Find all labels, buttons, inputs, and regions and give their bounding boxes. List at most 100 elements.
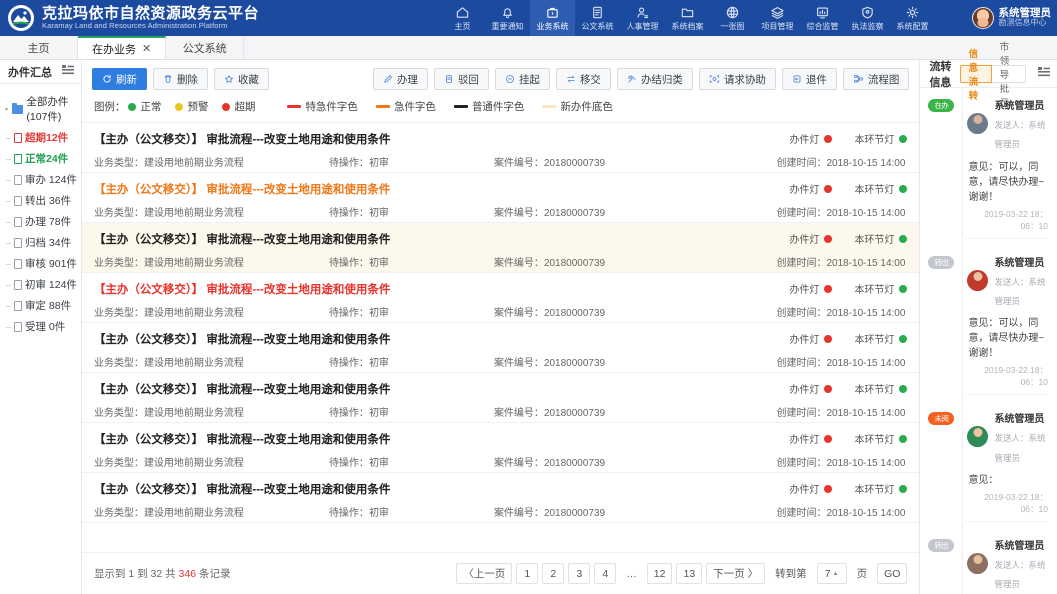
nav-item-9[interactable]: 执法监察: [845, 0, 890, 36]
list-menu-icon[interactable]: [1038, 65, 1050, 83]
sidebar-item-3[interactable]: 转出 36件: [0, 190, 81, 211]
sidebar-item-label: 转出 36件: [25, 195, 72, 207]
spinner-up-icon[interactable]: ▲: [832, 570, 839, 577]
sender-name: 系统管理员: [994, 540, 1045, 552]
nav-item-6[interactable]: 一张图: [710, 0, 755, 36]
nav-item-10[interactable]: 系统配置: [890, 0, 935, 36]
table-row[interactable]: 【主办（公文移交）】 审批流程---改变土地用途和使用条件 办件灯 本环节灯 业…: [81, 323, 920, 373]
caret-down-icon[interactable]: ▾: [5, 106, 9, 113]
toolbar-edit-button[interactable]: 办理: [372, 68, 428, 90]
tab-1[interactable]: 在办业务 ✕: [78, 36, 167, 59]
toolbar-flowchart-button[interactable]: 流程图: [842, 68, 910, 90]
row-title: 审批流程---改变土地用途和使用条件: [206, 384, 391, 396]
opinion-value: 可以，同意，请尽快办理~谢谢！: [968, 161, 1045, 203]
row-title: 审批流程---改变土地用途和使用条件: [206, 484, 391, 496]
nav-item-7[interactable]: 项目管理: [755, 0, 800, 36]
page-button-2[interactable]: 2: [542, 563, 565, 584]
flow-info-header: 流转信息 信息流转市领导批示: [920, 42, 1057, 109]
value: 建设用地前期业务流程: [143, 158, 244, 169]
list-item[interactable]: 在办 系统管理员 发送人：系统管理员 意见：可以，同意，请尽快办理~谢谢！ 20…: [920, 88, 1057, 245]
page-button-1[interactable]: 1: [516, 563, 539, 584]
avatar: [967, 113, 989, 135]
toolbar-transfer-button[interactable]: 移交: [555, 68, 611, 90]
sidebar-item-4[interactable]: 办理 78件: [0, 211, 81, 232]
document-icon: [14, 216, 22, 227]
tab-label: 主页: [27, 42, 50, 55]
toolbar-reject-button[interactable]: 驳回: [433, 68, 489, 90]
button-label: 办理: [396, 73, 418, 86]
flow-tab-0[interactable]: 信息流转: [959, 49, 992, 102]
list-menu-icon[interactable]: [61, 63, 74, 81]
nav-item-4[interactable]: 人事管理: [620, 0, 665, 36]
nav-item-2[interactable]: 业务系统: [530, 0, 575, 36]
toolbar-trash-button[interactable]: 删除: [152, 68, 208, 90]
nav-item-5[interactable]: 系统档案: [665, 0, 710, 36]
user-profile[interactable]: 系统管理员 勘测信息中心: [968, 7, 1057, 29]
table-row[interactable]: 【主办（公文移交）】 审批流程---改变土地用途和使用条件 办件灯 本环节灯 业…: [81, 173, 920, 223]
button-label: 驳回: [457, 73, 479, 86]
sidebar-item-2[interactable]: 审办 124件: [0, 169, 81, 190]
nav-item-1[interactable]: 重要通知: [485, 0, 530, 36]
label: 案件编号：: [493, 158, 544, 169]
nav-item-label: 系统配置: [896, 22, 929, 31]
sidebar-item-5[interactable]: 归档 34件: [0, 232, 81, 253]
toolbar-classify-button[interactable]: 办结归类: [616, 68, 693, 90]
sidebar-item-label: 受理 0件: [25, 321, 66, 333]
page-prev-button[interactable]: 〈上一页: [456, 563, 513, 584]
list-item[interactable]: 转出 系统管理员 发送人：系统管理员 意见：可以，同意，请尽快办理~谢谢！ 20…: [920, 245, 1057, 402]
label: 业务类型：: [93, 208, 144, 219]
assist-icon: [709, 74, 720, 84]
nav-item-label: 重要通知: [491, 22, 524, 31]
goto-page-input[interactable]: 7 ▲: [816, 563, 847, 584]
tab-0[interactable]: 主页: [0, 36, 78, 59]
flow-tab-1[interactable]: 市领导批示: [991, 42, 1026, 109]
sidebar-item-8[interactable]: 审定 88件: [0, 295, 81, 316]
table-row[interactable]: 【主办（公文移交）】 审批流程---改变土地用途和使用条件 办件灯 本环节灯 业…: [81, 423, 920, 473]
brand: 克拉玛依市自然资源政务云平台 Karamay Land and Resource…: [0, 5, 440, 31]
table-row[interactable]: 【主办（公文移交）】 审批流程---改变土地用途和使用条件 办件灯 本环节灯 业…: [81, 223, 920, 273]
page-button-4[interactable]: 4: [594, 563, 617, 584]
value: 初审: [368, 258, 389, 269]
go-button[interactable]: GO: [877, 563, 908, 584]
value: 2018-10-15 14:00: [826, 258, 906, 269]
nav-item-3[interactable]: 公文系统: [575, 0, 620, 36]
toolbar-refresh-button[interactable]: 刷新: [91, 68, 147, 90]
tab-2[interactable]: 公文系统: [166, 36, 245, 59]
case-light-label: 办件灯: [789, 385, 820, 396]
sidebar-item-6[interactable]: 审核 901件: [0, 253, 81, 274]
table-row[interactable]: 【主办（公文移交）】 审批流程---改变土地用途和使用条件 办件灯 本环节灯 业…: [81, 123, 920, 173]
table-row[interactable]: 【主办（公文移交）】 审批流程---改变土地用途和使用条件 办件灯 本环节灯 业…: [81, 273, 920, 323]
nav-item-8[interactable]: 综合监管: [800, 0, 845, 36]
toolbar-return-button[interactable]: 退件: [781, 68, 837, 90]
sidebar-item-label: 归档 34件: [25, 237, 72, 249]
sidebar-item-all[interactable]: ▾ 全部办件 (107件): [0, 91, 81, 127]
page-button-13[interactable]: 13: [676, 563, 703, 584]
list-item[interactable]: 未阅 系统管理员 发送人：系统管理员 意见： 2019-03-22 18：06：…: [920, 401, 1057, 528]
status-dot-icon: [824, 434, 833, 443]
sender-line: 发送人：系统管理员: [994, 433, 1045, 462]
flow-info-feed: 在办 系统管理员 发送人：系统管理员 意见：可以，同意，请尽快办理~谢谢！ 20…: [920, 88, 1057, 594]
toolbar-assist-button[interactable]: 请求协助: [698, 68, 776, 90]
legend-dash-1: 急件字色: [375, 99, 436, 114]
toolbar-pause-button[interactable]: 挂起: [494, 68, 550, 90]
sender-line: 发送人：系统管理员: [994, 560, 1045, 589]
value: 2018-10-15 14:00: [826, 158, 906, 169]
page-button-3[interactable]: 3: [568, 563, 591, 584]
page-next-button[interactable]: 下一页 〉: [706, 563, 766, 584]
table-row[interactable]: 【主办（公文移交）】 审批流程---改变土地用途和使用条件 办件灯 本环节灯 业…: [81, 373, 920, 423]
nav-item-0[interactable]: 主页: [440, 0, 485, 36]
sidebar-item-7[interactable]: 初审 124件: [0, 274, 81, 295]
nav-item-label: 公文系统: [581, 22, 614, 31]
table-row[interactable]: 【主办（公文移交）】 审批流程---改变土地用途和使用条件 办件灯 本环节灯 业…: [81, 473, 920, 523]
sidebar-item-1[interactable]: 正常24件: [0, 148, 81, 169]
page-button-12[interactable]: 12: [646, 563, 673, 584]
edit-icon: [383, 74, 393, 84]
value: 20180000739: [543, 408, 606, 419]
list-item[interactable]: 转出 系统管理员 发送人：系统管理员 意见： 2019-03-22 18：06：…: [920, 528, 1057, 594]
toolbar-star-button[interactable]: 收藏: [213, 68, 269, 90]
close-icon[interactable]: ✕: [142, 43, 152, 55]
sidebar-item-9[interactable]: 受理 0件: [0, 316, 81, 337]
node-light: 本环节灯: [854, 181, 908, 196]
value: 建设用地前期业务流程: [143, 408, 244, 419]
sidebar-item-0[interactable]: 超期12件: [0, 127, 81, 148]
